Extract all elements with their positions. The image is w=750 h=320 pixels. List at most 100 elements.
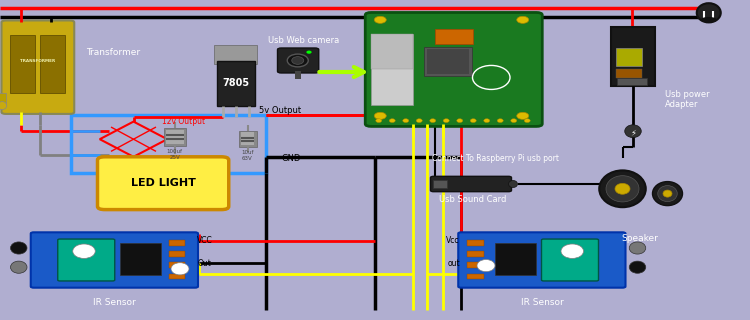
Text: Usb power
Adapter: Usb power Adapter	[665, 90, 710, 109]
FancyBboxPatch shape	[58, 239, 115, 281]
Text: GND: GND	[281, 154, 301, 163]
Ellipse shape	[376, 119, 382, 123]
Ellipse shape	[663, 190, 672, 197]
Bar	[0, 93, 6, 106]
Ellipse shape	[171, 263, 189, 275]
Bar	[164, 128, 186, 146]
Bar	[467, 274, 484, 279]
Bar	[10, 35, 34, 93]
Bar	[241, 132, 254, 145]
Ellipse shape	[629, 261, 646, 273]
Polygon shape	[100, 122, 167, 157]
Ellipse shape	[606, 176, 639, 202]
Ellipse shape	[511, 119, 517, 123]
Text: out: out	[447, 259, 460, 268]
Ellipse shape	[374, 16, 386, 23]
Text: TRANSFORMER: TRANSFORMER	[20, 59, 56, 63]
Ellipse shape	[484, 119, 490, 123]
Text: LED LIGHT: LED LIGHT	[130, 178, 196, 188]
Bar	[120, 243, 161, 275]
Ellipse shape	[625, 125, 641, 138]
Ellipse shape	[10, 242, 27, 254]
Ellipse shape	[477, 260, 495, 272]
Bar	[616, 48, 642, 66]
FancyBboxPatch shape	[430, 176, 512, 192]
Bar	[166, 130, 184, 144]
Ellipse shape	[374, 112, 386, 119]
Bar	[371, 34, 413, 105]
Bar	[169, 240, 185, 246]
Bar	[169, 251, 185, 257]
Ellipse shape	[73, 244, 95, 259]
Ellipse shape	[403, 119, 409, 123]
Ellipse shape	[389, 119, 395, 123]
Ellipse shape	[599, 170, 646, 207]
Ellipse shape	[470, 119, 476, 123]
Text: IR Sensor: IR Sensor	[93, 298, 135, 307]
Bar	[424, 47, 472, 76]
Bar	[169, 262, 185, 268]
Bar	[295, 71, 301, 79]
Ellipse shape	[430, 119, 436, 123]
Bar	[214, 45, 257, 64]
Text: 10uf
63V: 10uf 63V	[242, 150, 254, 161]
Bar	[616, 69, 642, 78]
FancyBboxPatch shape	[2, 20, 74, 114]
Ellipse shape	[10, 261, 27, 273]
Text: 5v Output: 5v Output	[259, 106, 301, 115]
Ellipse shape	[561, 244, 584, 259]
Text: Vcc: Vcc	[446, 236, 460, 245]
Text: Usb Web camera: Usb Web camera	[268, 36, 339, 45]
Bar	[467, 251, 484, 257]
Ellipse shape	[287, 54, 308, 67]
FancyBboxPatch shape	[542, 239, 598, 281]
Ellipse shape	[509, 180, 518, 188]
Ellipse shape	[497, 119, 503, 123]
Ellipse shape	[524, 119, 530, 123]
Ellipse shape	[697, 3, 721, 22]
Bar	[495, 243, 536, 275]
Ellipse shape	[652, 182, 682, 206]
Text: Connect To Raspberry Pi usb port: Connect To Raspberry Pi usb port	[431, 154, 559, 163]
Bar	[427, 49, 469, 74]
Bar	[238, 131, 257, 147]
Ellipse shape	[517, 16, 529, 23]
Text: Speaker: Speaker	[621, 234, 658, 243]
Bar	[371, 34, 413, 69]
FancyBboxPatch shape	[278, 48, 319, 73]
Bar	[467, 262, 484, 268]
Text: 7805: 7805	[223, 78, 250, 88]
Bar	[217, 61, 255, 106]
FancyBboxPatch shape	[365, 12, 542, 126]
Bar	[169, 274, 185, 279]
Ellipse shape	[416, 119, 422, 123]
FancyBboxPatch shape	[458, 232, 626, 288]
Bar	[611, 27, 655, 86]
Ellipse shape	[443, 119, 449, 123]
Text: 100uf
25V: 100uf 25V	[166, 149, 183, 160]
Ellipse shape	[517, 112, 529, 119]
Bar	[71, 115, 266, 173]
Ellipse shape	[0, 102, 7, 109]
Bar	[467, 240, 484, 246]
Bar	[40, 35, 64, 93]
FancyBboxPatch shape	[31, 232, 198, 288]
Ellipse shape	[306, 51, 312, 54]
Text: 12v Output: 12v Output	[162, 117, 206, 126]
Text: Out: Out	[197, 259, 211, 268]
Ellipse shape	[292, 57, 304, 64]
Text: Transformer: Transformer	[86, 48, 140, 57]
Text: ⚡: ⚡	[630, 128, 636, 137]
FancyBboxPatch shape	[98, 157, 229, 210]
Ellipse shape	[700, 17, 717, 23]
Ellipse shape	[658, 186, 677, 202]
Text: IR Sensor: IR Sensor	[520, 298, 564, 307]
Ellipse shape	[615, 183, 630, 194]
Bar	[617, 78, 647, 85]
Text: VCC: VCC	[197, 236, 213, 245]
Bar	[433, 180, 447, 188]
Bar	[435, 29, 472, 44]
Text: Usb Sound Card: Usb Sound Card	[439, 195, 506, 204]
Ellipse shape	[457, 119, 463, 123]
Ellipse shape	[629, 242, 646, 254]
